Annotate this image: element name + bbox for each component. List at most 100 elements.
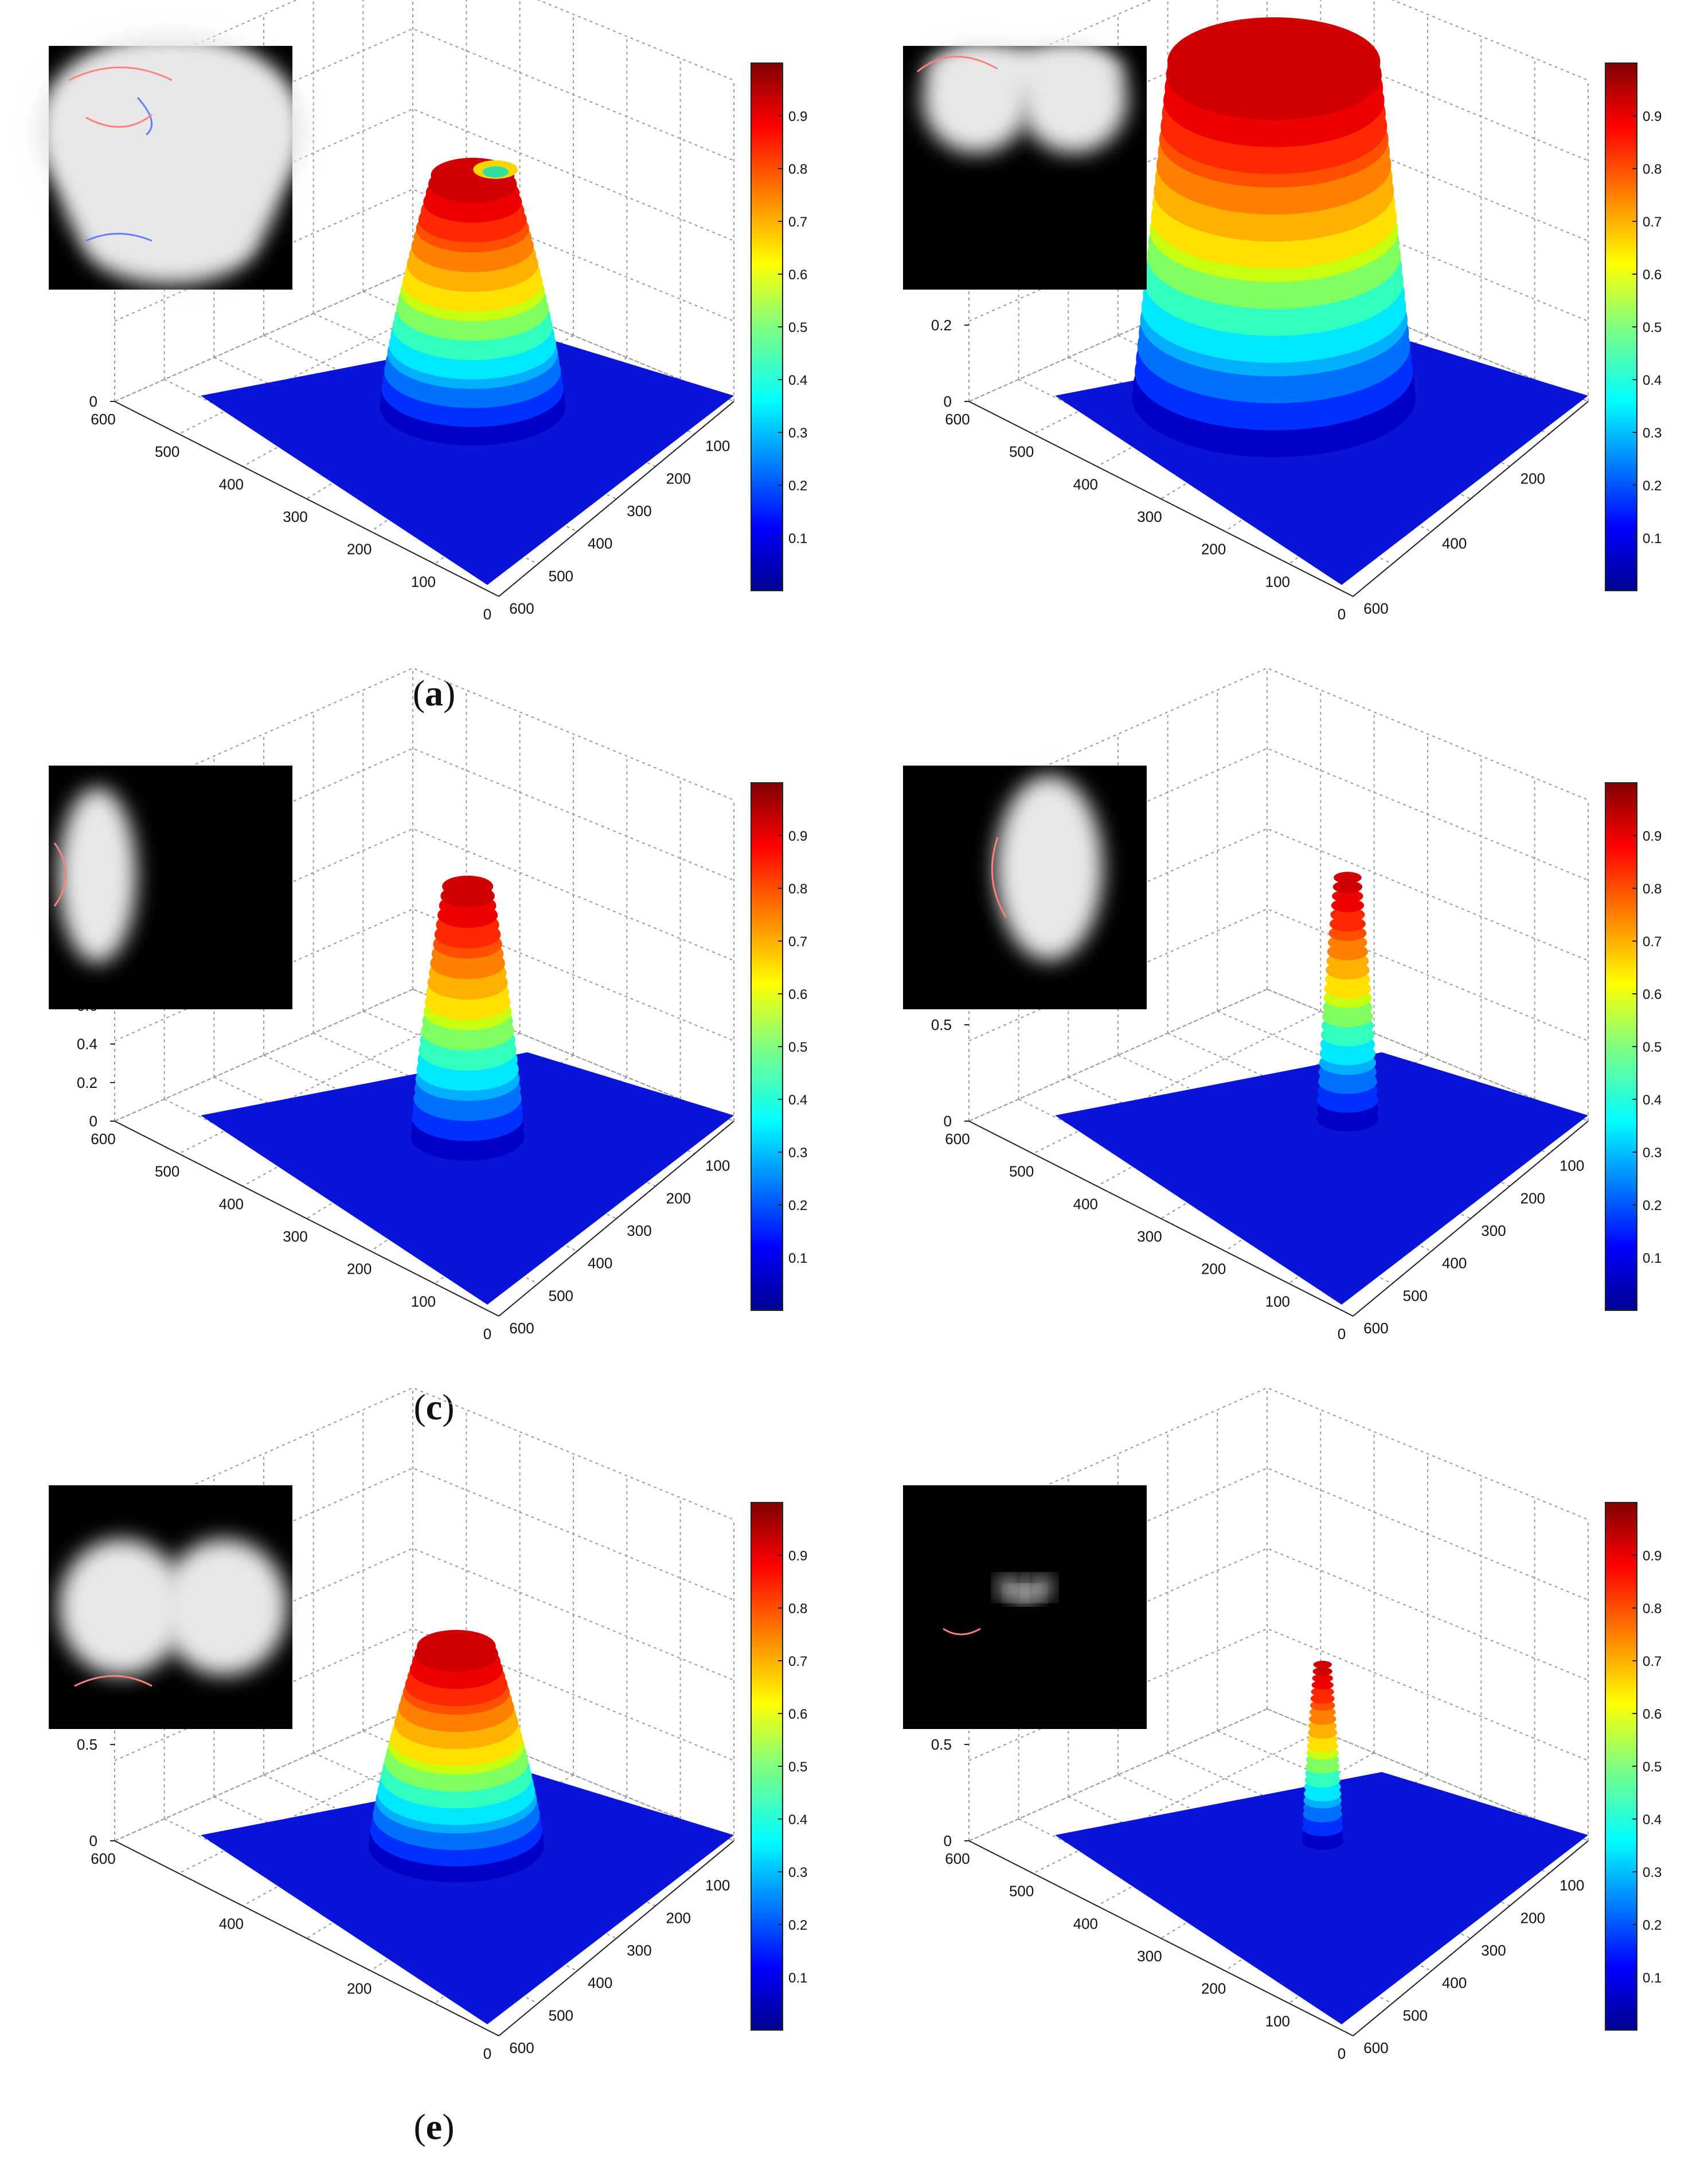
inset-curve	[53, 842, 67, 907]
y-tick-label: 400	[588, 535, 612, 552]
x-tick-label: 0	[1338, 1325, 1346, 1342]
surface-band	[1332, 880, 1363, 893]
x-axis-line	[968, 1121, 1354, 1317]
x-tick-label: 400	[219, 1195, 244, 1212]
colorbar-tick-label: 0.1	[788, 1251, 807, 1266]
inset-curve	[85, 233, 153, 242]
colorbar-tick-label: 0.9	[788, 1548, 807, 1564]
inset-image	[36, 33, 305, 290]
z-tick-label: 0	[944, 1832, 952, 1849]
x-tick-label: 0	[1338, 2045, 1346, 2062]
x-tick-label: 200	[1201, 1980, 1226, 1997]
colorbar-tick-label: 0.8	[788, 1601, 807, 1617]
colorbar-tick-label: 0.3	[1643, 1145, 1662, 1161]
grid-line	[968, 269, 1268, 402]
y-tick-label: 500	[549, 2007, 573, 2024]
x-tick-label: 200	[1201, 1260, 1226, 1278]
x-tick-label: 100	[1265, 573, 1290, 590]
colorbar-tick-label: 0.8	[788, 881, 807, 897]
colorbar-tick-label: 0.2	[1643, 1918, 1662, 1933]
y-axis-line	[1353, 401, 1589, 597]
colorbar: 0.1 0.2 0.3 0.4 0.5 0.6 0.7 0.8 0.9	[751, 63, 807, 591]
colorbar-tick-label: 0.2	[1643, 478, 1662, 494]
grid-line	[968, 1708, 1268, 1841]
surface-band	[1312, 1667, 1332, 1676]
surface-floor	[1055, 1052, 1588, 1305]
x-tick-label: 400	[219, 475, 244, 493]
colorbar-tick-label: 0.4	[788, 1812, 807, 1828]
colorbar-tick-label: 0.7	[1643, 1654, 1662, 1669]
x-tick-label: 200	[347, 541, 372, 558]
x-tick-label: 600	[91, 1850, 115, 1867]
grid-line	[114, 1387, 734, 1520]
x-axis-line	[114, 1121, 499, 1317]
surface-peak	[411, 875, 525, 1161]
z-tick-label: 0.4	[77, 1036, 97, 1053]
inset-glow	[85, 197, 256, 285]
y-tick-label: 500	[1403, 2007, 1428, 2024]
colorbar-tick-label: 0.7	[788, 1654, 807, 1669]
y-tick-label: 600	[509, 1320, 534, 1337]
colorbar-gradient	[1605, 782, 1637, 1311]
surface-band	[1313, 1660, 1332, 1669]
inset-curve	[74, 1675, 153, 1687]
x-tick-label: 300	[1137, 1947, 1162, 1965]
x-tick-label: 400	[1073, 1195, 1098, 1212]
inset-glow	[58, 787, 136, 963]
x-axis: 600 500 400 300 200 100 0	[945, 401, 1354, 623]
inset-image	[49, 766, 292, 1009]
inset-image	[49, 1485, 292, 1729]
x-tick-label: 500	[1009, 1883, 1034, 1900]
surface-peak	[1132, 17, 1416, 458]
colorbar-tick-label: 0.6	[1643, 1707, 1662, 1722]
x-axis-line	[968, 401, 1354, 597]
surface-band	[1167, 17, 1381, 107]
surface-band	[1331, 898, 1365, 912]
colorbar-tick-label: 0.5	[788, 1040, 807, 1055]
z-tick-label: 0	[89, 393, 97, 410]
panel-caption: (e)	[413, 2106, 454, 2147]
z-tick-label: 0	[89, 1113, 97, 1130]
colorbar-tick-label: 0.9	[1643, 1548, 1662, 1564]
surface-peak	[368, 1630, 544, 1883]
y-axis-line	[498, 1121, 734, 1317]
colorbar-tick-label: 0.4	[1643, 373, 1662, 388]
colorbar-tick-label: 0.3	[1643, 426, 1662, 441]
y-tick-label: 300	[1481, 1942, 1506, 1959]
surface-peak	[1301, 1660, 1343, 1850]
surface-band	[1332, 889, 1363, 903]
grid-line	[968, 1387, 1589, 1520]
y-tick-label: 600	[509, 2039, 534, 2056]
panel-c: 00.20.40.60.8160050040030020010006005004…	[49, 667, 807, 1427]
y-tick-label: 100	[1560, 1157, 1584, 1174]
inset-curve	[991, 837, 1007, 918]
colorbar-tick-label: 0.8	[1643, 1601, 1662, 1617]
colorbar-tick-label: 0.8	[1643, 881, 1662, 897]
x-tick-label: 0	[483, 606, 491, 623]
x-tick-label: 500	[155, 1163, 179, 1180]
surface-floor	[201, 1772, 734, 2024]
y-tick-label: 500	[549, 567, 573, 584]
inset-image	[903, 46, 1147, 290]
inset-glow	[134, 58, 280, 156]
panel-caption: (c)	[413, 1387, 454, 1427]
colorbar-tick-label: 0.9	[788, 109, 807, 124]
x-tick-label: 300	[283, 508, 307, 525]
inset-glow	[927, 46, 1123, 95]
y-tick-label: 600	[509, 600, 534, 617]
y-tick-label: 600	[1363, 600, 1388, 617]
colorbar-gradient	[1605, 1502, 1637, 2031]
colorbar-gradient	[751, 63, 783, 591]
colorbar: 0.1 0.2 0.3 0.4 0.5 0.6 0.7 0.8 0.9	[751, 1502, 807, 2031]
y-tick-label: 300	[627, 1222, 651, 1239]
panel-a: 00.5600500400300200100060050040030020010…	[36, 0, 807, 713]
x-tick-label: 100	[411, 1293, 436, 1310]
colorbar-tick-label: 0.7	[1643, 934, 1662, 950]
x-tick-label: 100	[1265, 1293, 1290, 1310]
inset-glow	[58, 1539, 185, 1676]
surface-peak	[380, 158, 566, 446]
y-tick-label: 100	[705, 1157, 730, 1174]
y-tick-label: 500	[549, 1287, 573, 1304]
